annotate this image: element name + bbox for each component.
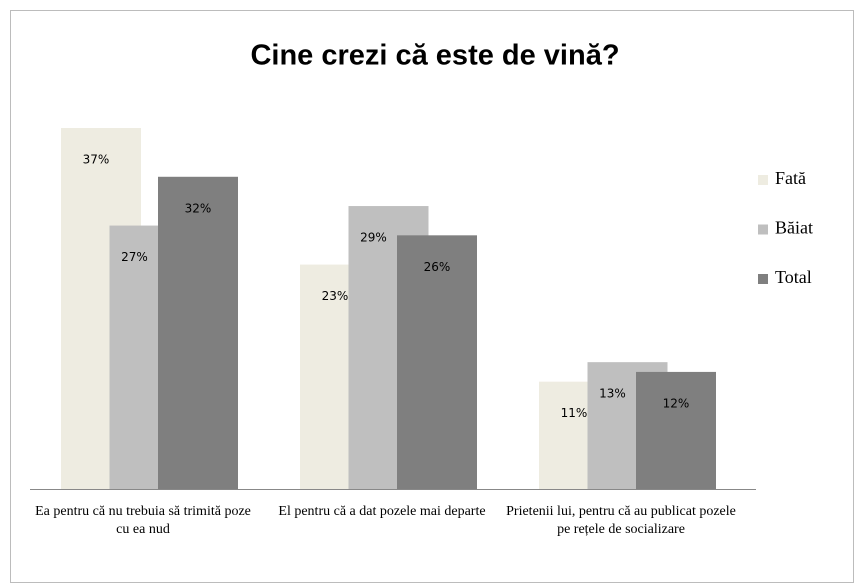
- x-tick-label: Prietenii lui, pentru că au publicat poz…: [506, 504, 736, 537]
- legend-swatch: [758, 175, 768, 185]
- legend-label: Total: [775, 267, 812, 287]
- data-label: 27%: [121, 250, 148, 264]
- x-tick-label: Ea pentru că nu trebuia să trimită poze …: [35, 504, 251, 537]
- bar: [158, 176, 238, 489]
- data-label: 12%: [663, 396, 690, 410]
- legend-label: Băiat: [775, 218, 813, 238]
- chart-title: Cine crezi că este de vină?: [250, 40, 619, 72]
- bar: [397, 235, 477, 489]
- data-label: 32%: [185, 201, 212, 215]
- data-label: 26%: [424, 260, 451, 274]
- data-label: 29%: [360, 231, 387, 245]
- x-tick-label: El pentru că a dat pozele mai departe: [278, 504, 486, 519]
- data-label: 13%: [599, 387, 626, 401]
- legend-label: Fată: [775, 168, 806, 188]
- bar: [636, 371, 716, 489]
- data-label: 11%: [561, 406, 588, 420]
- legend-swatch: [758, 274, 768, 284]
- data-label: 37%: [83, 153, 110, 167]
- data-label: 23%: [322, 289, 349, 303]
- legend-swatch: [758, 224, 768, 235]
